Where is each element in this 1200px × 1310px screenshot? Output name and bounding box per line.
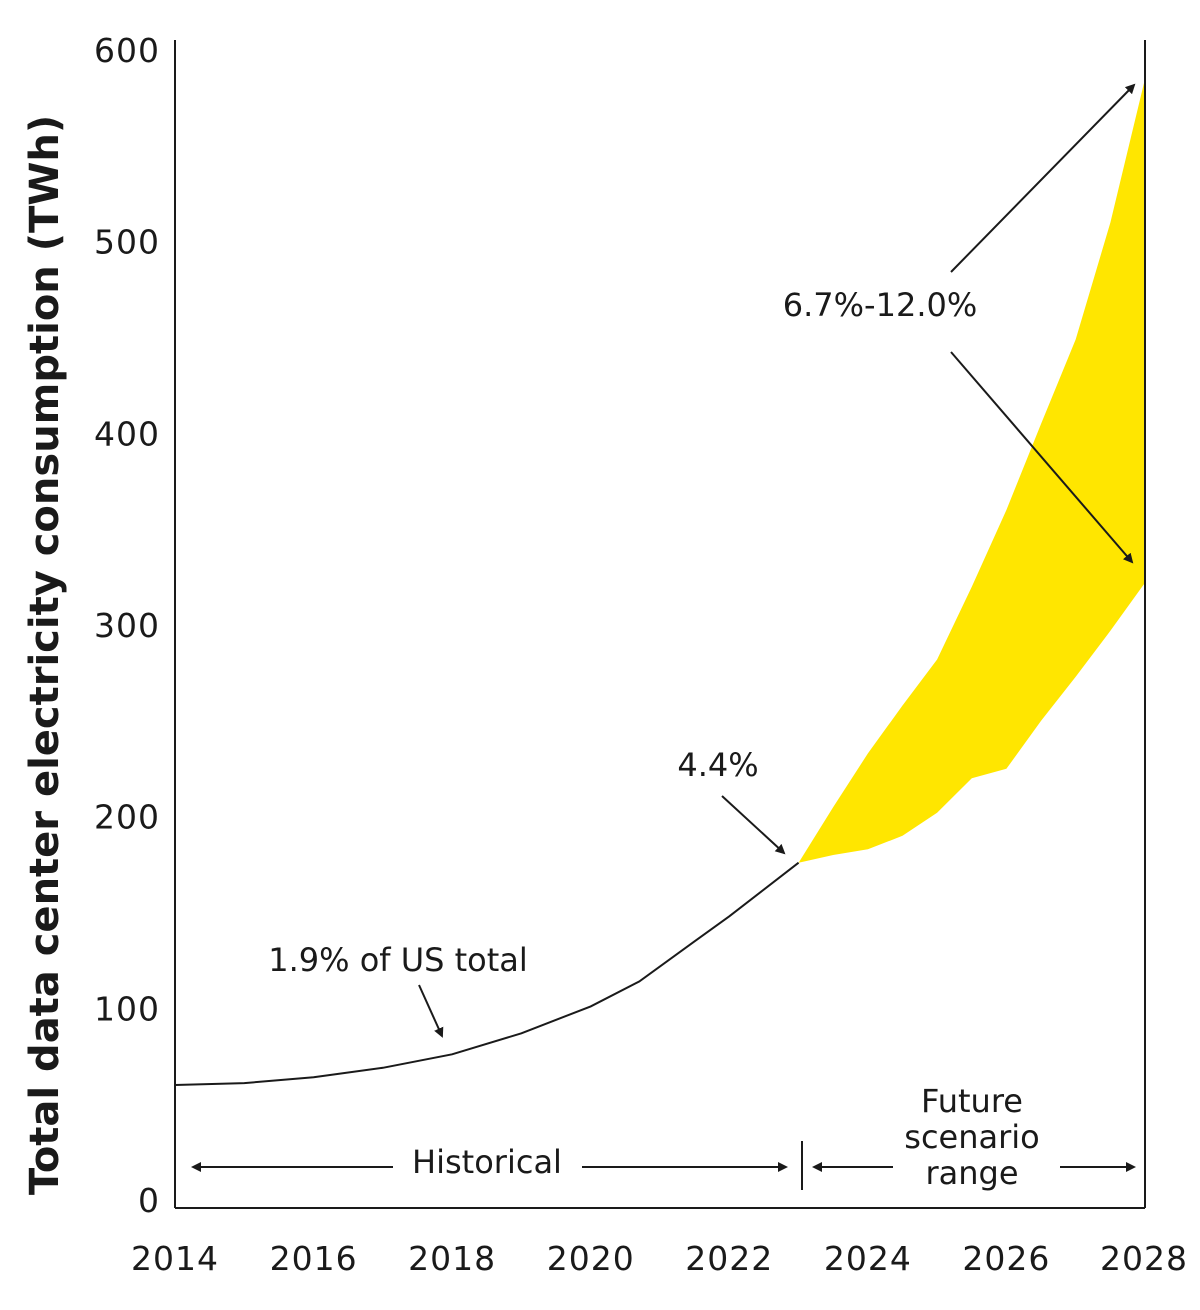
arrow-share-2023 <box>721 795 786 855</box>
x-tick-label: 2022 <box>685 1239 773 1278</box>
y-tick-label: 600 <box>94 31 160 70</box>
annotation-share-2023: 4.4% <box>677 746 758 784</box>
arrow-share-2028-upper <box>950 83 1136 273</box>
y-tick-label: 0 <box>138 1181 160 1220</box>
x-tick-label: 2024 <box>824 1239 912 1278</box>
x-tick-label: 2018 <box>408 1239 496 1278</box>
future-scenario-band <box>798 78 1145 863</box>
arrow-share-2028-lower <box>950 351 1134 564</box>
y-tick-label: 500 <box>94 223 160 262</box>
annotation-hist-share: 1.9% of US total <box>268 941 528 979</box>
arrow-hist-share <box>418 984 444 1038</box>
x-tick-label: 2014 <box>131 1239 219 1278</box>
x-tick-label: 2020 <box>547 1239 635 1278</box>
y-axis-title: Total data center electricity consumptio… <box>22 115 68 1195</box>
x-tick-label: 2016 <box>270 1239 358 1278</box>
annotation-future-line3: range <box>925 1154 1018 1192</box>
annotation-historical: Historical <box>412 1143 562 1181</box>
y-tick-label: 100 <box>94 989 160 1028</box>
annotation-share-2028: 6.7%-12.0% <box>783 286 978 324</box>
y-tick-label: 400 <box>94 414 160 453</box>
x-tick-label: 2028 <box>1100 1239 1188 1278</box>
historical-line <box>174 861 800 1086</box>
y-tick-label: 200 <box>94 798 160 837</box>
x-tick-label: 2026 <box>962 1239 1050 1278</box>
annotation-future-line1: Future <box>921 1082 1023 1120</box>
annotation-future-line2: scenario <box>904 1118 1039 1156</box>
y-tick-label: 300 <box>94 606 160 645</box>
